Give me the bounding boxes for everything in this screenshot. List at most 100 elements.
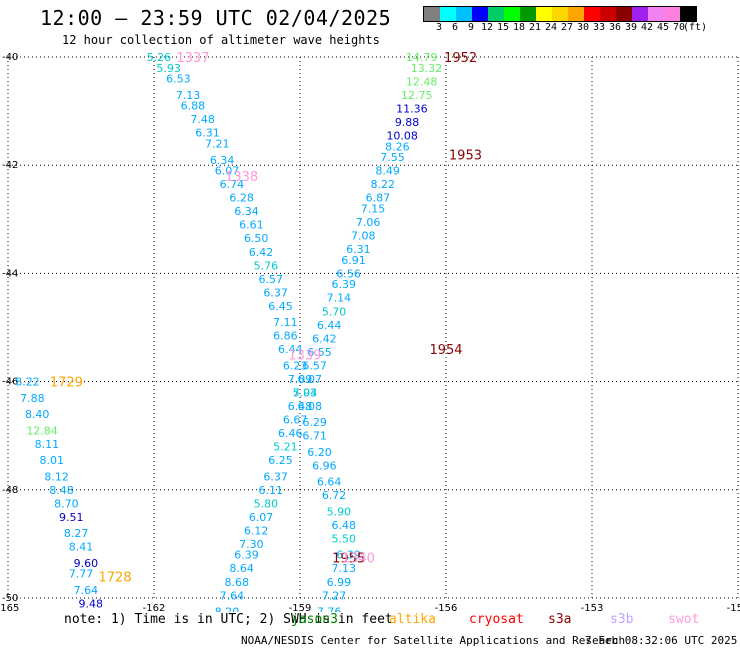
data-point-track-B: 8.22: [370, 178, 395, 191]
data-point-track-C: 8.27: [64, 527, 89, 540]
data-point-track-B: 7.08: [351, 230, 376, 243]
data-point-track-B: 8.64: [229, 562, 254, 575]
legend-swatch: [584, 7, 600, 21]
data-point-track-C: 8.41: [69, 541, 94, 554]
data-point-track-A: 6.07: [215, 165, 240, 178]
data-point-track-B: 14.79: [406, 51, 438, 64]
legend-swatch: [472, 7, 488, 21]
data-point-track-B: 8.49: [375, 165, 400, 178]
data-point-track-C: 8.12: [44, 470, 69, 483]
y-tick-label: -46: [2, 377, 18, 388]
legend-label: 36: [609, 22, 622, 33]
legend-swatch: [680, 7, 696, 21]
data-point-track-B: 10.08: [386, 129, 418, 142]
legend-label: 33: [593, 22, 606, 33]
time-label: 1954: [429, 343, 462, 358]
satellite-s3b: s3b: [610, 612, 634, 627]
data-point-track-A: 6.23: [283, 359, 308, 372]
data-point-track-B: 6.12: [244, 524, 269, 537]
time-label: 1955: [332, 551, 365, 566]
legend-swatch: [552, 7, 568, 21]
satellite-jason3: jason3: [291, 612, 338, 627]
y-tick-label: -50: [2, 593, 18, 604]
data-point-track-C: 8.70: [54, 497, 79, 510]
y-tick-label: -48: [2, 485, 18, 496]
x-tick-label: -159: [289, 603, 312, 612]
x-tick-label: -162: [143, 603, 166, 612]
data-point-track-A: 5.93: [156, 62, 181, 75]
data-point-track-B: 13.32: [411, 62, 443, 75]
data-point-track-B: 8.20: [215, 606, 240, 612]
data-point-track-A: 6.72: [322, 489, 347, 502]
data-point-track-A: 6.86: [273, 330, 298, 343]
data-point-track-C: 8.11: [35, 438, 60, 451]
legend-swatch: [536, 7, 552, 21]
data-point-track-B: 8.26: [385, 140, 410, 153]
data-point-track-A: 7.13: [176, 89, 201, 102]
data-point-track-B: 6.44: [317, 319, 342, 332]
data-point-track-A: 6.34: [210, 154, 235, 167]
time-label: 1338: [225, 170, 258, 185]
legend-swatch: [648, 7, 664, 21]
color-legend-bar: [423, 6, 697, 22]
data-point-track-B: 5.80: [254, 497, 279, 510]
data-point-track-B: 6.48: [288, 400, 313, 413]
legend-label: 45: [657, 22, 670, 33]
chart-plot: -165 -162 -159 -156 -153 -150 -40 -42 -44 -46 -48 -…: [0, 51, 740, 612]
time-label: 1953: [449, 148, 482, 163]
data-point-track-C: 8.40: [25, 408, 50, 421]
legend-swatch: [520, 7, 536, 21]
credit-line: NOAA/NESDIS Center for Satellite Applica…: [241, 634, 626, 647]
data-point-track-A: 7.27: [322, 589, 347, 602]
data-point-track-A: 6.53: [166, 73, 191, 86]
data-point-track-A: 7.03: [293, 386, 318, 399]
legend-label: 24: [545, 22, 558, 33]
data-point-track-C: 12.84: [26, 424, 58, 437]
data-point-track-A: 6.71: [302, 430, 327, 443]
data-point-track-B: 11.36: [396, 102, 428, 115]
legend-swatch: [664, 7, 680, 21]
data-point-track-A: 7.76: [317, 606, 342, 612]
data-point-track-A: 7.21: [205, 138, 230, 151]
legend-label: 15: [497, 22, 510, 33]
data-point-track-A: 6.42: [249, 246, 274, 259]
legend-label: 42: [641, 22, 654, 33]
data-point-track-A: 6.50: [244, 232, 269, 245]
data-point-track-B: 6.55: [307, 346, 332, 359]
time-label: 1340: [342, 551, 375, 566]
data-point-track-A: 6.45: [268, 300, 293, 313]
color-legend-labels: 3 6 9 12 15 18 21 24 27 30 33 36 39 42 45 70 (ft): [423, 22, 740, 34]
y-tick-label: -42: [2, 160, 18, 171]
data-point-track-A: 6.34: [234, 205, 259, 218]
data-point-track-C: 8.48: [49, 484, 74, 497]
legend-swatch: [568, 7, 584, 21]
data-point-track-A: 6.37: [263, 286, 288, 299]
legend-label: 18: [513, 22, 526, 33]
data-point-track-A: 7.09: [288, 373, 313, 386]
data-point-track-A: 6.20: [307, 446, 332, 459]
data-point-track-B: 9.88: [395, 116, 420, 129]
legend-label: 3: [436, 22, 443, 33]
legend-label: (ft): [683, 22, 708, 33]
data-point-track-B: 6.57: [302, 359, 327, 372]
data-point-track-C: 9.60: [74, 557, 99, 570]
legend-swatch: [488, 7, 504, 21]
legend-label: 6: [452, 22, 459, 33]
satellite-cryosat: cryosat: [469, 612, 524, 627]
data-point-track-B: 6.56: [336, 267, 361, 280]
data-point-track-A: 6.96: [312, 459, 337, 472]
data-point-track-C: 7.88: [20, 392, 45, 405]
data-point-track-A: 6.57: [259, 273, 284, 286]
legend-swatch: [600, 7, 616, 21]
x-tick-label: -150: [727, 603, 740, 612]
data-point-track-C: 8.52: [83, 611, 108, 612]
satellite-swot: swot: [668, 612, 700, 627]
data-point-track-B: 6.42: [312, 332, 337, 345]
data-point-track-A: 6.48: [332, 519, 357, 532]
data-point-track-B: 8.68: [224, 576, 249, 589]
data-point-track-B: 6.39: [332, 278, 357, 291]
x-tick-label: -165: [0, 603, 19, 612]
y-tick-label: -44: [2, 268, 18, 279]
data-point-track-A: 5.26: [147, 51, 172, 64]
data-point-track-A: 5.76: [254, 259, 279, 272]
